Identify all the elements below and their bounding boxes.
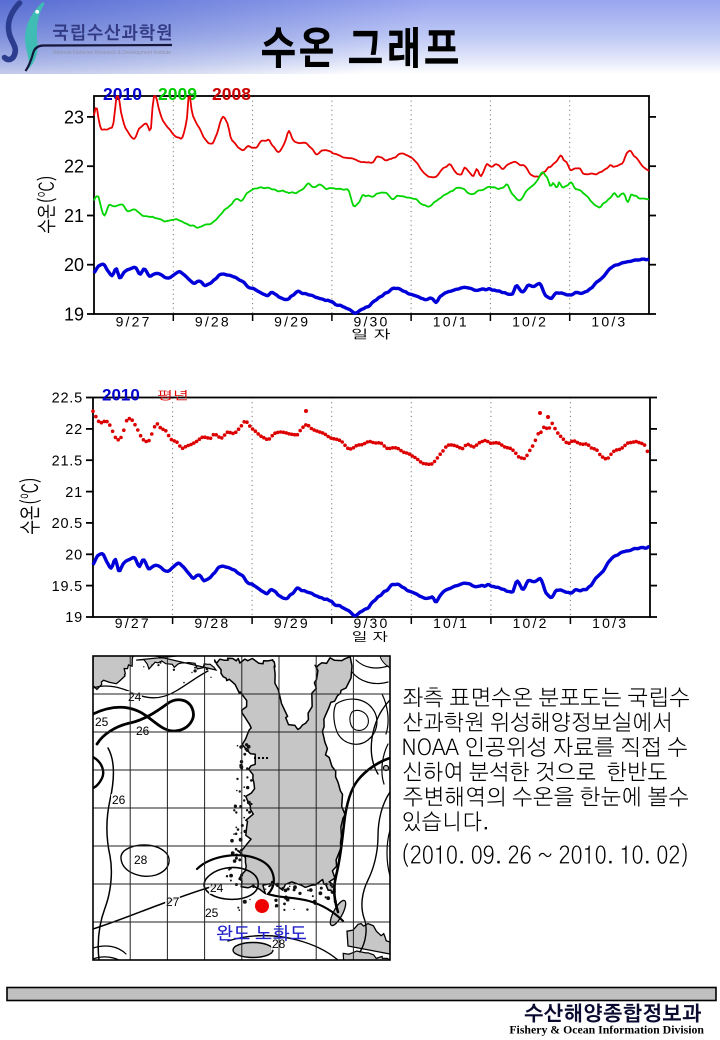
svg-text:Fishery & Ocean Information Di: Fishery & Ocean Information Division	[509, 1023, 704, 1037]
svg-text:26: 26	[112, 793, 126, 807]
svg-text:19: 19	[65, 610, 83, 626]
svg-text:22: 22	[65, 422, 83, 438]
svg-text:20.5: 20.5	[52, 516, 83, 532]
svg-text:9/28: 9/28	[195, 313, 231, 329]
svg-text:9/30: 9/30	[353, 313, 389, 329]
svg-text:9/30: 9/30	[353, 615, 389, 631]
svg-text:21: 21	[65, 485, 83, 501]
svg-text:19: 19	[64, 305, 84, 325]
svg-text:25: 25	[205, 906, 219, 920]
svg-text:19.5: 19.5	[52, 579, 83, 595]
svg-text:20: 20	[65, 548, 83, 564]
svg-text:9/27: 9/27	[116, 313, 152, 329]
svg-text:2010: 2010	[103, 84, 142, 104]
svg-text:10/3: 10/3	[592, 615, 628, 631]
svg-text:21.5: 21.5	[52, 453, 83, 469]
svg-text:National Fisheries Research &: National Fisheries Research & Developmen…	[53, 50, 172, 56]
svg-text:2009: 2009	[158, 84, 197, 104]
svg-text:27: 27	[166, 895, 180, 909]
svg-text:28: 28	[134, 853, 148, 867]
svg-text:9/27: 9/27	[115, 615, 151, 631]
svg-text:22.5: 22.5	[52, 391, 83, 407]
svg-text:9/29: 9/29	[274, 313, 310, 329]
svg-text:21: 21	[64, 206, 84, 226]
svg-text:9/28: 9/28	[194, 615, 230, 631]
svg-text:10/2: 10/2	[512, 313, 548, 329]
svg-text:10/2: 10/2	[513, 615, 549, 631]
svg-text:2008: 2008	[212, 84, 251, 104]
svg-text:2010: 2010	[102, 386, 140, 405]
svg-text:25: 25	[95, 715, 109, 729]
svg-text:9/29: 9/29	[274, 615, 310, 631]
svg-text:10/3: 10/3	[591, 313, 627, 329]
svg-text:26: 26	[136, 724, 150, 738]
svg-text:24: 24	[210, 881, 224, 895]
svg-text:10/1: 10/1	[433, 313, 469, 329]
svg-text:23: 23	[64, 107, 84, 127]
svg-text:20: 20	[64, 255, 84, 275]
svg-text:22: 22	[64, 157, 84, 177]
svg-text:10/1: 10/1	[433, 615, 469, 631]
